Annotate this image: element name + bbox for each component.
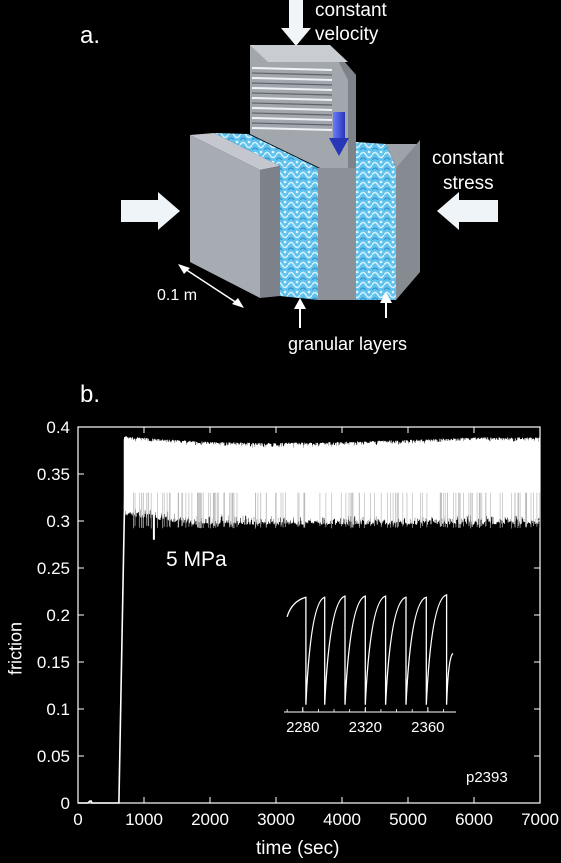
x-tick-label: 7000 (521, 810, 559, 829)
shear-direction-arrow-icon (329, 112, 349, 156)
x-axis-ticks: 0 1000 2000 3000 4000 5000 6000 7000 (73, 427, 559, 829)
inset-tick-label: 2320 (349, 719, 382, 736)
down-arrow-icon (281, 0, 311, 46)
right-side-block (386, 140, 420, 300)
panel-a-label: a. (80, 22, 101, 49)
left-granular-layer (214, 133, 318, 300)
shear-apparatus-diagram (121, 0, 498, 328)
y-tick-label: 0.15 (37, 653, 70, 672)
panel-b-label: b. (80, 381, 101, 408)
y-tick-label: 0.35 (37, 465, 70, 484)
friction-series (78, 436, 127, 804)
x-tick-label: 6000 (455, 810, 493, 829)
y-tick-label: 0.1 (46, 700, 70, 719)
x-tick-label: 5000 (389, 810, 427, 829)
y-tick-label: 0.2 (46, 606, 70, 625)
x-tick-label: 2000 (191, 810, 229, 829)
scale-label: 0.1 m (157, 287, 198, 304)
central-sliding-block (250, 45, 356, 300)
up-arrow-icon (294, 292, 392, 328)
stick-slip-band (123, 436, 541, 540)
y-tick-label: 0.25 (37, 559, 70, 578)
y-tick-label: 0.05 (37, 747, 70, 766)
x-tick-label: 1000 (125, 810, 163, 829)
x-tick-label: 4000 (323, 810, 361, 829)
inset-tick-label: 2280 (286, 719, 319, 736)
velocity-label-line2: velocity (315, 24, 379, 45)
granular-layers-label: granular layers (288, 334, 408, 354)
friction-time-chart: 0 1000 2000 3000 4000 5000 6000 7000 0 0.05 0.1 0.… (37, 418, 559, 829)
stick-slip-spikes (133, 492, 541, 529)
scale-bar (178, 264, 244, 308)
x-tick-label: 0 (73, 810, 82, 829)
friction-line (78, 436, 127, 804)
run-id-label: p2393 (466, 769, 508, 786)
x-tick-label: 3000 (257, 810, 295, 829)
stress-label-line2: stress (443, 173, 494, 194)
inset-sawtooth (286, 594, 454, 705)
y-tick-label: 0.3 (46, 512, 70, 531)
left-arrow-icon (437, 192, 498, 230)
y-tick-label: 0 (61, 794, 70, 813)
y-axis-ticks: 0 0.05 0.1 0.15 0.2 0.25 0.3 0.35 0.4 (37, 418, 540, 813)
stress-annotation: 5 MPa (166, 548, 227, 571)
stress-label-line1: constant (432, 148, 504, 169)
right-arrow-icon (121, 192, 180, 230)
x-axis-label: time (sec) (256, 838, 340, 859)
stick-slip-oscillations (123, 436, 541, 525)
inset-zoom: 2280 2320 2360 (284, 594, 456, 736)
velocity-label-line1: constant (315, 0, 387, 21)
y-tick-label: 0.4 (46, 418, 70, 437)
right-granular-layer (356, 142, 396, 300)
inset-tick-label: 2360 (411, 719, 444, 736)
left-side-block (190, 133, 280, 298)
